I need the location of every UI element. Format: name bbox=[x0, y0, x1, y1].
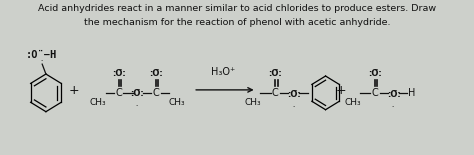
Text: :Ö:: :Ö: bbox=[130, 89, 144, 98]
Text: CH₃: CH₃ bbox=[168, 98, 185, 107]
Text: H: H bbox=[408, 88, 415, 98]
Text: C: C bbox=[372, 88, 378, 98]
Text: ..: .. bbox=[292, 103, 296, 108]
Text: C: C bbox=[153, 88, 159, 98]
Text: H₃O⁺: H₃O⁺ bbox=[211, 67, 235, 77]
Text: CH₃: CH₃ bbox=[245, 98, 261, 107]
Text: :Ö:: :Ö: bbox=[368, 69, 382, 78]
Text: ..: .. bbox=[40, 57, 44, 62]
Text: :Ö:: :Ö: bbox=[149, 69, 163, 78]
Text: C: C bbox=[115, 88, 122, 98]
Text: :Ö−H: :Ö−H bbox=[26, 50, 57, 60]
Text: CH₃: CH₃ bbox=[344, 98, 361, 107]
Text: the mechanism for the reaction of phenol with acetic anhydride.: the mechanism for the reaction of phenol… bbox=[84, 18, 390, 27]
Text: +: + bbox=[335, 84, 346, 97]
Text: CH₃: CH₃ bbox=[90, 98, 107, 107]
Text: C: C bbox=[272, 88, 279, 98]
Text: :Ö:: :Ö: bbox=[287, 90, 301, 99]
Text: :Ö:: :Ö: bbox=[268, 69, 282, 78]
Text: ..: .. bbox=[136, 102, 139, 107]
Text: ..: .. bbox=[392, 103, 395, 108]
Text: +: + bbox=[69, 84, 79, 97]
Text: :Ö:: :Ö: bbox=[387, 90, 401, 99]
Text: Acid anhydrides react in a manner similar to acid chlorides to produce esters. D: Acid anhydrides react in a manner simila… bbox=[38, 4, 436, 13]
Text: :Ö:: :Ö: bbox=[112, 69, 126, 78]
